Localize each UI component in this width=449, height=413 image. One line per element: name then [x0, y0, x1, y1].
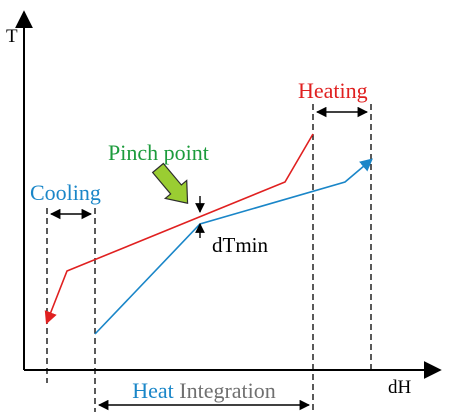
- heat-integration-label: Heat Integration: [132, 378, 276, 403]
- dtmin-label: dTmin: [212, 233, 268, 257]
- cold-composite-curve: [94, 158, 373, 335]
- heating-label: Heating: [298, 78, 368, 103]
- heat-word: Heat: [132, 378, 174, 403]
- pinch-arrow-icon: [151, 162, 189, 204]
- integration-word: Integration: [179, 378, 276, 403]
- cooling-label: Cooling: [30, 180, 101, 205]
- y-axis-label: T: [6, 26, 18, 47]
- hot-composite-curve: [44, 133, 314, 325]
- x-axis-label: dH: [388, 377, 412, 398]
- pinch-point-label: Pinch point: [108, 140, 209, 165]
